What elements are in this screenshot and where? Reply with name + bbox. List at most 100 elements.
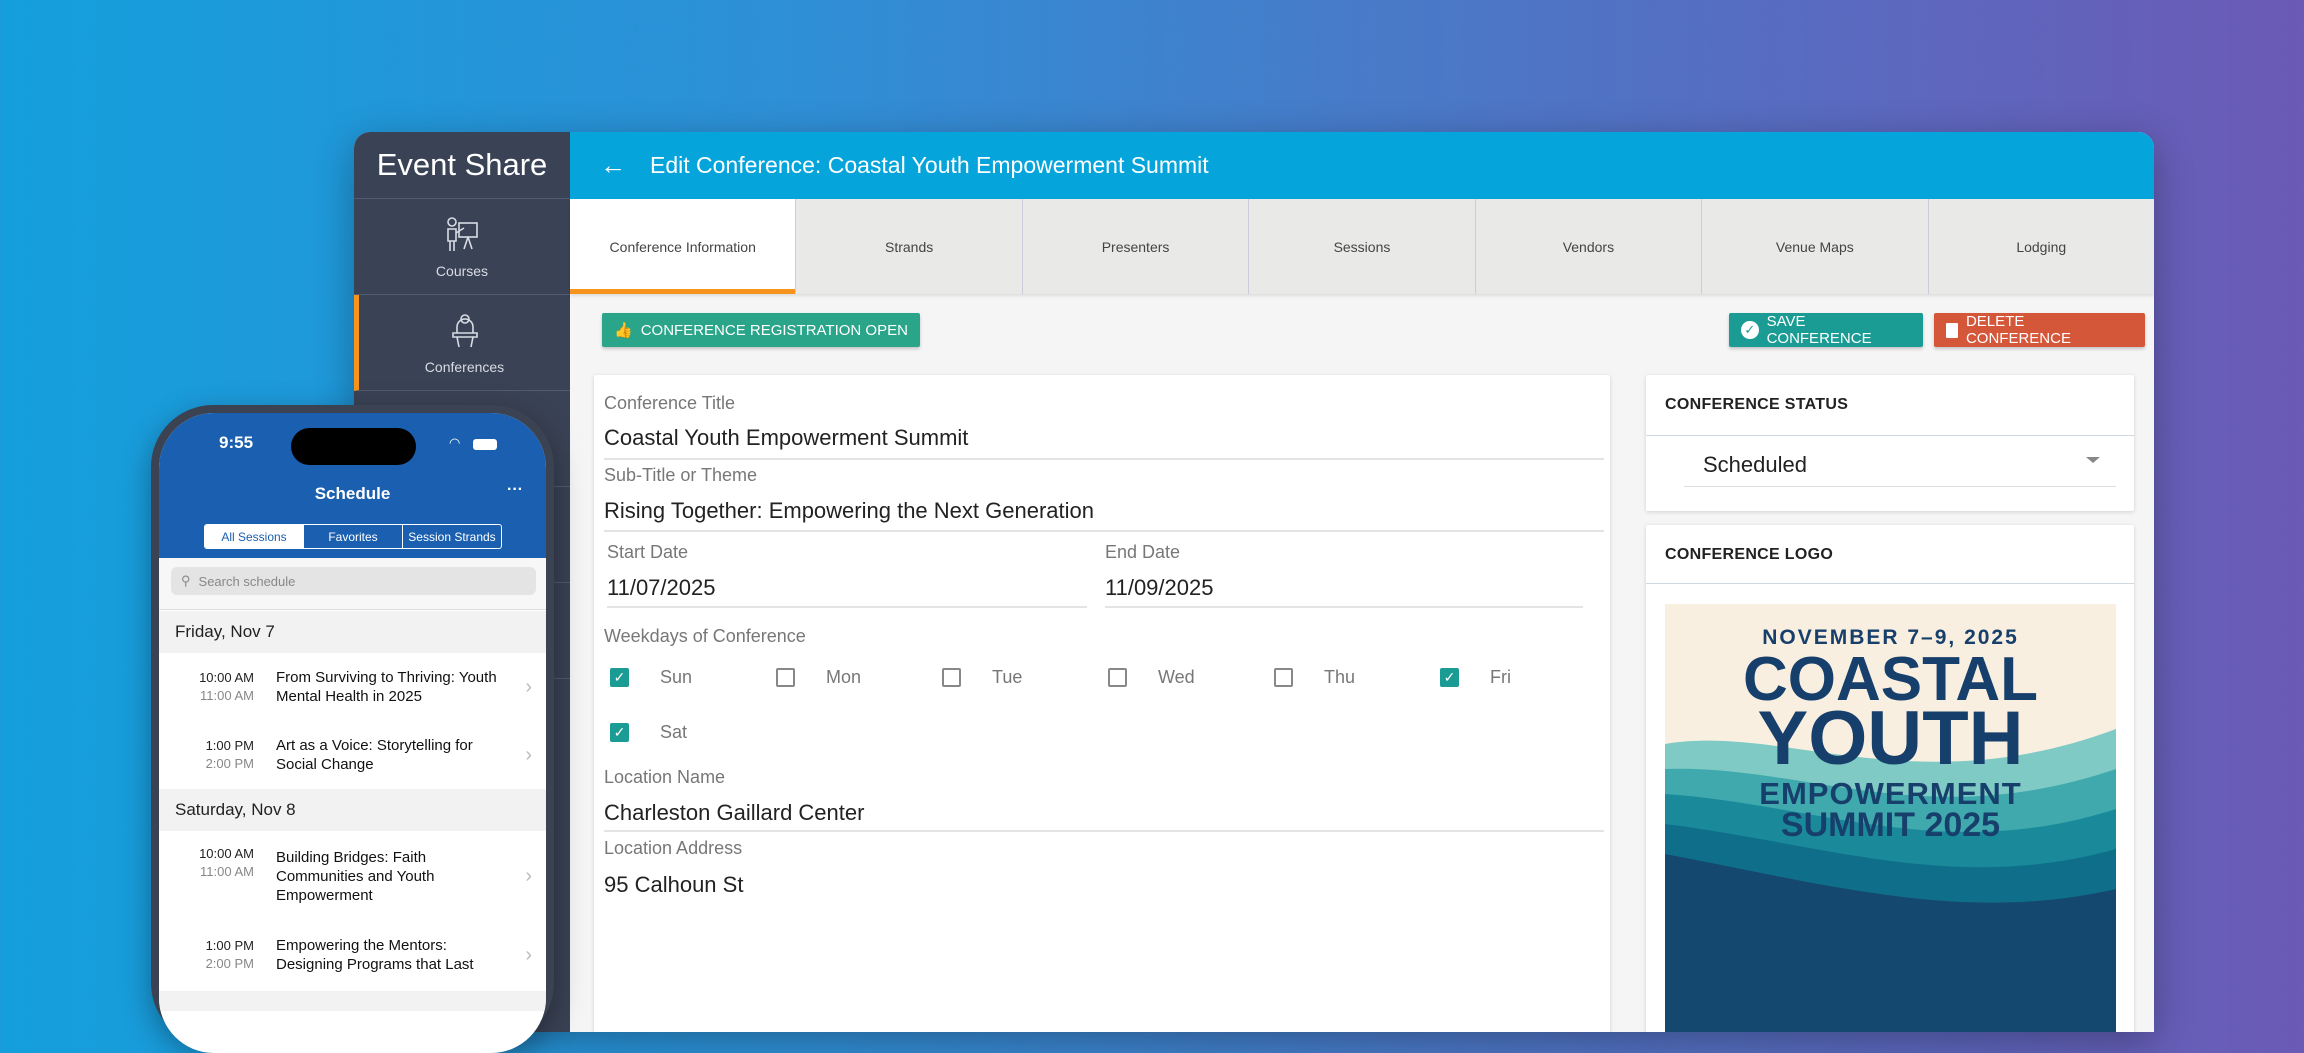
tab-sessions[interactable]: Sessions <box>1249 199 1476 294</box>
tab-strands[interactable]: Strands <box>796 199 1023 294</box>
weekday-tue[interactable]: Tue <box>942 667 1022 688</box>
phone-mockup: 9:55 ◠ Schedule ··· All Sessions Favorit… <box>151 405 554 1053</box>
phone-header: 9:55 ◠ Schedule ··· All Sessions Favorit… <box>159 413 546 558</box>
session-start: 1:00 PM <box>205 738 254 753</box>
status-time: 9:55 <box>219 433 254 452</box>
weekday-sun[interactable]: ✓ Sun <box>610 667 692 688</box>
tab-presenters[interactable]: Presenters <box>1023 199 1250 294</box>
search-placeholder: Search schedule <box>198 573 296 589</box>
status-card: CONFERENCE STATUS Scheduled <box>1646 375 2134 511</box>
chevron-right-icon: › <box>525 675 532 698</box>
brand-logo: Event Share <box>354 132 570 199</box>
segment-session-strands[interactable]: Session Strands <box>408 529 496 544</box>
chevron-right-icon: › <box>525 864 532 887</box>
status-selected-value: Scheduled <box>1703 452 1807 477</box>
weekday-fri[interactable]: ✓ Fri <box>1440 667 1511 688</box>
tab-vendors[interactable]: Vendors <box>1476 199 1703 294</box>
top-header: ← Edit Conference: Coastal Youth Empower… <box>570 132 2154 199</box>
logo-header: CONFERENCE LOGO <box>1665 546 1834 563</box>
status-select[interactable]: Scheduled <box>1684 443 2116 487</box>
sidebar-item-conferences[interactable]: Conferences <box>354 295 570 391</box>
tab-venue-maps[interactable]: Venue Maps <box>1702 199 1929 294</box>
session-end: 2:00 PM <box>205 956 254 971</box>
title-label: Conference Title <box>604 393 736 413</box>
location-name-label: Location Name <box>604 767 726 787</box>
subtitle-input[interactable]: Rising Together: Empowering the Next Gen… <box>604 498 1094 523</box>
conference-logo-image: NOVEMBER 7–9, 2025 COASTAL YOUTH EMPOWER… <box>1665 604 2116 1032</box>
more-icon[interactable]: ··· <box>507 481 523 498</box>
session-end: 11:00 AM <box>200 864 254 879</box>
checkbox[interactable]: ✓ <box>610 723 629 742</box>
segmented-control: All Sessions Favorites Session Strands <box>204 524 502 549</box>
status-header: CONFERENCE STATUS <box>1665 396 1849 413</box>
wave-graphic <box>1665 729 2116 1032</box>
session-row[interactable]: 10:00 AM 11:00 AM From Surviving to Thriv… <box>159 653 546 721</box>
checkbox[interactable] <box>942 668 961 687</box>
segment-favorites[interactable]: Favorites <box>304 525 403 548</box>
logo-card: CONFERENCE LOGO NOVEMBER 7–9, 2025 COAST… <box>1646 525 2134 1032</box>
start-date-label: Start Date <box>607 542 689 562</box>
sidebar-item-label: Courses <box>435 262 489 279</box>
weekday-thu[interactable]: Thu <box>1274 667 1355 688</box>
sidebar-item-label: Conferences <box>424 358 505 375</box>
divider <box>604 830 1604 832</box>
weekday-label: Sat <box>660 722 688 742</box>
search-input[interactable]: ⚲ Search schedule <box>171 567 536 595</box>
tab-conference-information[interactable]: Conference Information <box>570 199 797 294</box>
back-arrow-icon[interactable]: ← <box>600 150 626 180</box>
weekday-sat[interactable]: ✓ Sat <box>610 722 687 743</box>
checkbox[interactable] <box>1274 668 1293 687</box>
dynamic-island <box>291 428 416 465</box>
divider <box>607 606 1087 608</box>
weekday-label: Mon <box>826 667 862 687</box>
weekday-wed[interactable]: Wed <box>1108 667 1195 688</box>
weekday-label: Wed <box>1158 667 1195 687</box>
end-date-input[interactable]: 11/09/2025 <box>1105 575 1214 600</box>
phone-title: Schedule <box>314 484 391 503</box>
session-end: 11:00 AM <box>200 688 254 703</box>
subtitle-label: Sub-Title or Theme <box>604 465 758 485</box>
logo-line3: EMPOWERMENT <box>1759 776 2022 811</box>
start-date-input[interactable]: 11/07/2025 <box>607 575 716 600</box>
sidebar-item-courses[interactable]: Courses <box>354 199 570 295</box>
session-row[interactable]: 1:00 PM 2:00 PM Empowering the Mentors: D… <box>159 921 546 989</box>
session-title: From Surviving to Thriving: Youth Mental… <box>276 669 497 705</box>
search-area: ⚲ Search schedule <box>159 558 546 610</box>
conference-info-card: Conference Title Coastal Youth Empowerme… <box>594 375 1610 1032</box>
divider <box>1105 606 1583 608</box>
save-conference-button[interactable]: ✓ SAVE CONFERENCE <box>1729 313 1923 347</box>
title-input[interactable]: Coastal Youth Empowerment Summit <box>604 425 969 450</box>
weekday-mon[interactable]: Mon <box>776 667 861 688</box>
session-row[interactable]: 10:00 AM 11:00 AM Building Bridges: Faith… <box>159 831 546 921</box>
check-circle-icon: ✓ <box>1741 321 1759 339</box>
save-label: SAVE CONFERENCE <box>1766 313 1872 347</box>
session-end: 2:00 PM <box>205 756 254 771</box>
tab-lodging[interactable]: Lodging <box>2016 238 2067 255</box>
session-title: Empowering the Mentors: Designing Progra… <box>276 937 474 973</box>
delete-conference-button[interactable]: DELETE CONFERENCE <box>1934 313 2145 347</box>
day-header: Friday, Nov 7 <box>159 611 546 653</box>
trash-icon <box>1946 322 1958 338</box>
segment-all-sessions[interactable]: All Sessions <box>205 525 304 548</box>
divider <box>604 530 1604 532</box>
battery-icon <box>473 439 497 450</box>
end-date-label: End Date <box>1105 542 1181 562</box>
checkbox[interactable] <box>1108 668 1127 687</box>
weekday-label: Thu <box>1324 667 1356 687</box>
weekday-label: Fri <box>1490 667 1511 687</box>
session-row[interactable]: 1:00 PM 2:00 PM Art as a Voice: Storytell… <box>159 721 546 789</box>
location-address-input[interactable]: 95 Calhoun St <box>604 872 744 897</box>
weekday-label: Sun <box>660 667 693 687</box>
registration-open-button[interactable]: 👍 CONFERENCE REGISTRATION OPEN <box>602 313 920 347</box>
divider <box>1646 435 2134 436</box>
chevron-right-icon: › <box>525 943 532 966</box>
tab-bar: Conference Information Strands Presenter… <box>570 199 2154 294</box>
checkbox[interactable]: ✓ <box>610 668 629 687</box>
chevron-right-icon: › <box>525 743 532 766</box>
checkbox[interactable]: ✓ <box>1440 668 1459 687</box>
logo-line2: YOUTH <box>1757 696 2024 781</box>
location-name-input[interactable]: Charleston Gaillard Center <box>604 800 865 825</box>
checkbox[interactable] <box>776 668 795 687</box>
phone-screen: 9:55 ◠ Schedule ··· All Sessions Favorit… <box>159 413 546 1053</box>
logo-line1: COASTAL <box>1742 645 2039 714</box>
